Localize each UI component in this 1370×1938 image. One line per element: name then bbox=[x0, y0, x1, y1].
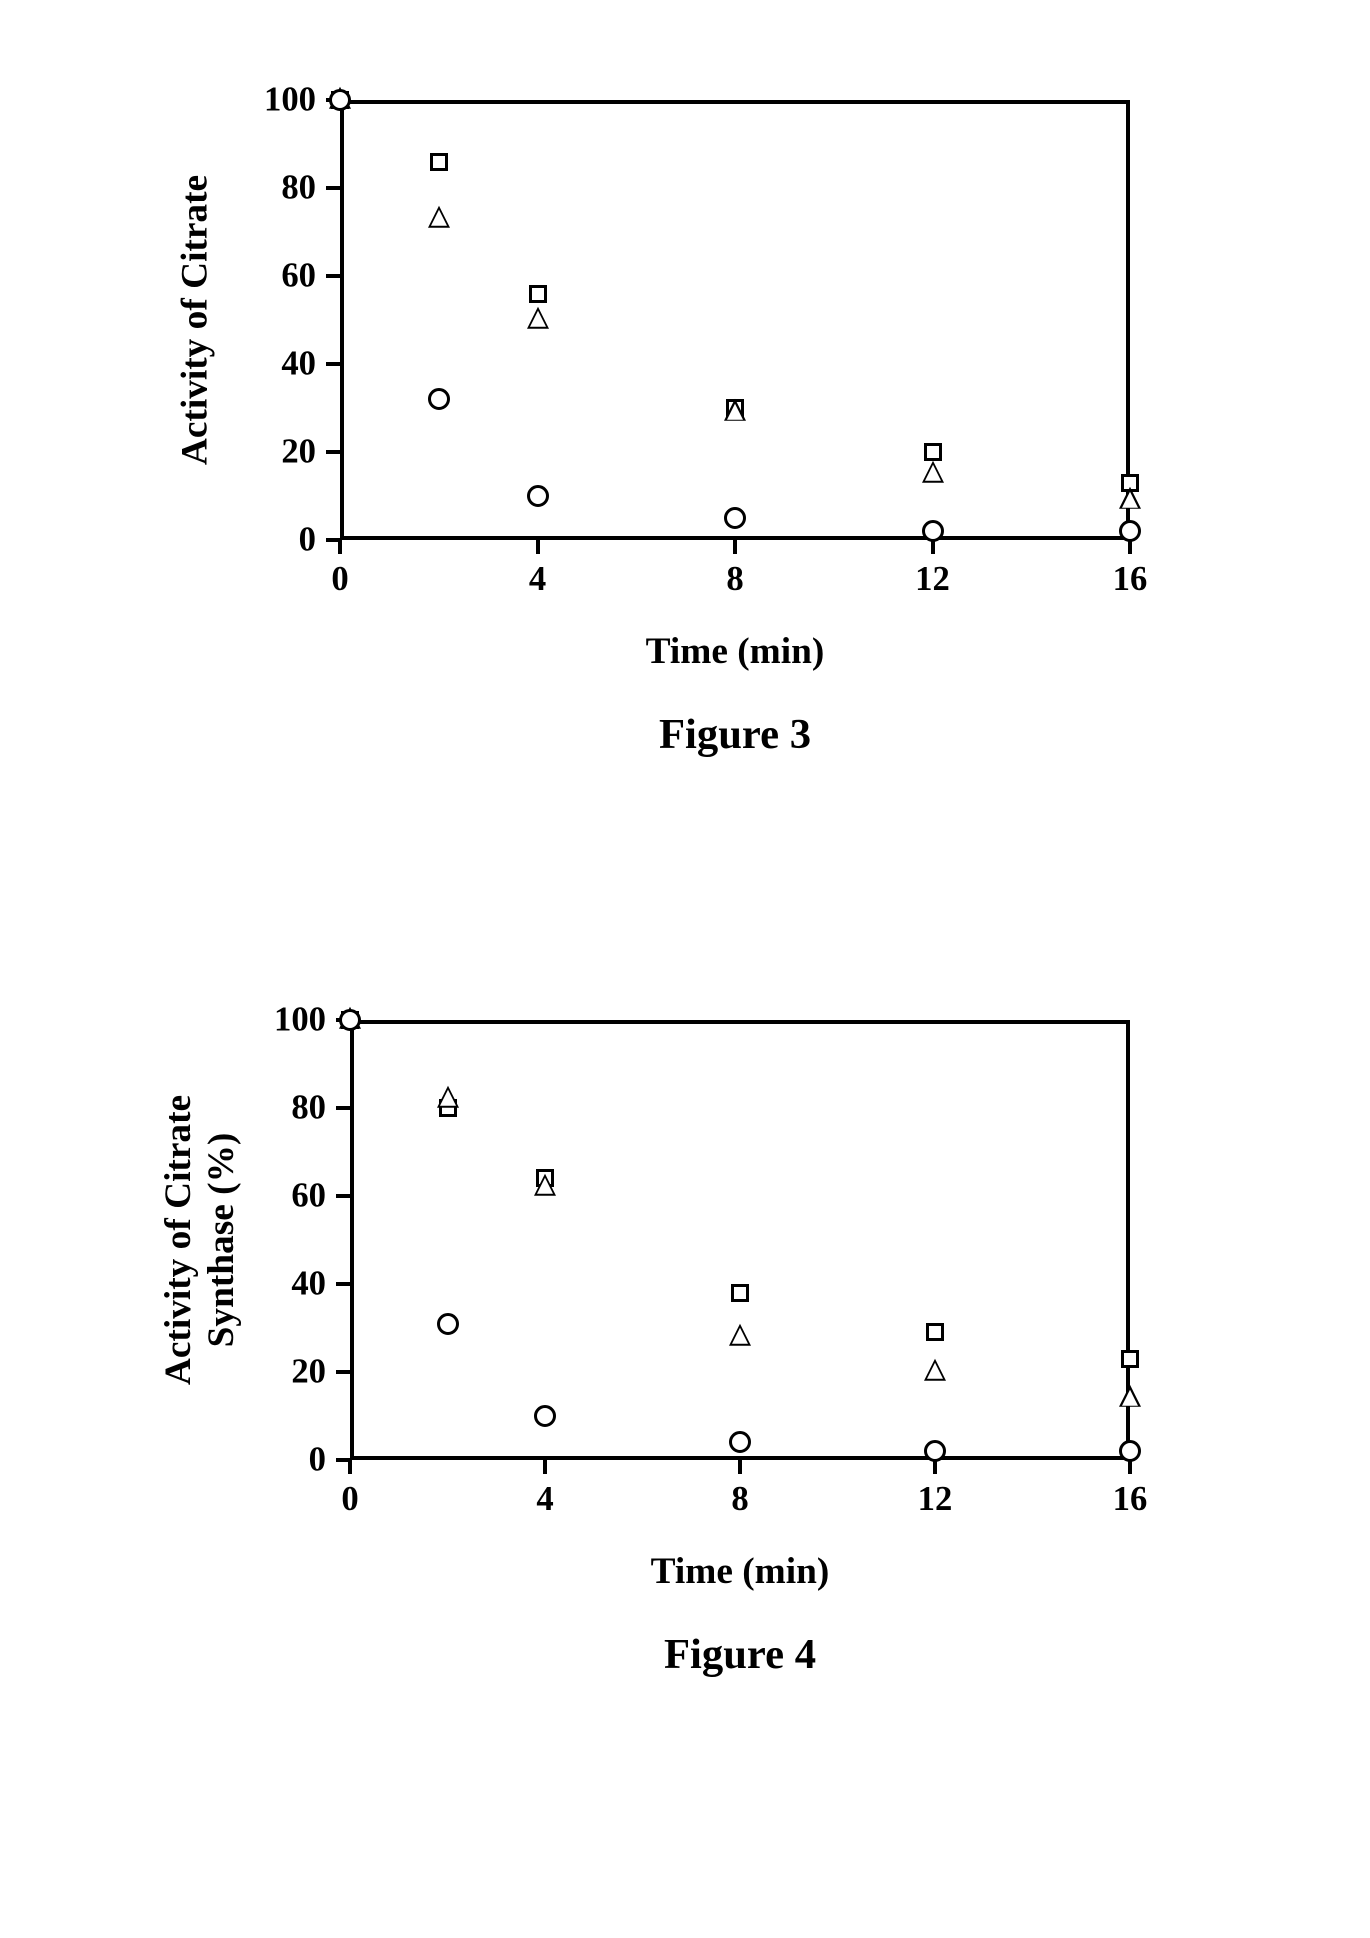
marker-triangle-icon bbox=[527, 307, 549, 329]
x-tick-label: 16 bbox=[1113, 560, 1148, 599]
marker-triangle-icon bbox=[729, 1324, 751, 1346]
y-tick bbox=[336, 1106, 350, 1110]
marker-square-icon bbox=[924, 443, 942, 461]
figure-caption: Figure 3 bbox=[659, 710, 811, 759]
marker-triangle-icon bbox=[922, 461, 944, 483]
y-tick bbox=[336, 1370, 350, 1374]
marker-circle-icon bbox=[922, 520, 944, 542]
axis-line bbox=[350, 1020, 1130, 1024]
x-tick bbox=[536, 540, 540, 554]
marker-circle-icon bbox=[1119, 520, 1141, 542]
y-tick-label: 20 bbox=[246, 433, 316, 472]
marker-square-icon bbox=[1121, 1350, 1139, 1368]
y-axis-label: Activity of CitrateSynthase (%) bbox=[157, 1095, 243, 1385]
x-tick-label: 4 bbox=[536, 1480, 553, 1519]
marker-triangle-icon bbox=[1119, 487, 1141, 509]
y-tick bbox=[326, 274, 340, 278]
y-tick-label: 0 bbox=[246, 521, 316, 560]
figure4: 0 4 8 12 16 0 20 40 60 80 100 Time (min) Activity of… bbox=[90, 960, 1190, 1710]
plot-area bbox=[350, 1020, 1130, 1460]
x-tick bbox=[348, 1460, 352, 1474]
y-tick bbox=[326, 362, 340, 366]
y-tick-label: 0 bbox=[256, 1441, 326, 1480]
marker-triangle-icon bbox=[428, 206, 450, 228]
x-tick-label: 4 bbox=[529, 560, 546, 599]
x-tick-label: 12 bbox=[918, 1480, 953, 1519]
y-tick-label: 60 bbox=[246, 257, 316, 296]
y-axis-label: Activity of Citrate bbox=[174, 175, 217, 465]
marker-circle-icon bbox=[339, 1009, 361, 1031]
x-axis-label: Time (min) bbox=[651, 1550, 830, 1593]
marker-circle-icon bbox=[1119, 1440, 1141, 1462]
y-tick bbox=[336, 1458, 350, 1462]
y-tick-label: 80 bbox=[256, 1089, 326, 1128]
y-tick bbox=[326, 450, 340, 454]
y-tick-label: 80 bbox=[246, 169, 316, 208]
marker-square-icon bbox=[926, 1323, 944, 1341]
axis-line bbox=[340, 100, 1130, 104]
figure-caption: Figure 4 bbox=[664, 1630, 816, 1679]
x-tick bbox=[338, 540, 342, 554]
y-tick-label: 40 bbox=[256, 1265, 326, 1304]
figure3: 0 4 8 12 16 0 20 40 60 80 100 Time (min) Activity of… bbox=[90, 40, 1190, 790]
marker-square-icon bbox=[430, 153, 448, 171]
marker-triangle-icon bbox=[924, 1359, 946, 1381]
x-tick-label: 8 bbox=[731, 1480, 748, 1519]
y-tick bbox=[326, 186, 340, 190]
x-tick bbox=[733, 540, 737, 554]
x-tick bbox=[738, 1460, 742, 1474]
marker-triangle-icon bbox=[437, 1086, 459, 1108]
x-tick-label: 16 bbox=[1113, 1480, 1148, 1519]
axis-line bbox=[350, 1020, 354, 1460]
marker-square-icon bbox=[529, 285, 547, 303]
y-tick bbox=[336, 1282, 350, 1286]
marker-circle-icon bbox=[724, 507, 746, 529]
marker-triangle-icon bbox=[534, 1174, 556, 1196]
x-axis-label: Time (min) bbox=[646, 630, 825, 673]
x-tick-label: 8 bbox=[726, 560, 743, 599]
marker-triangle-icon bbox=[724, 399, 746, 421]
y-tick-label: 100 bbox=[246, 81, 316, 120]
marker-triangle-icon bbox=[1119, 1385, 1141, 1407]
y-tick-label: 60 bbox=[256, 1177, 326, 1216]
y-tick-label: 100 bbox=[256, 1001, 326, 1040]
marker-circle-icon bbox=[437, 1313, 459, 1335]
marker-circle-icon bbox=[428, 388, 450, 410]
x-tick-label: 0 bbox=[341, 1480, 358, 1519]
x-tick bbox=[543, 1460, 547, 1474]
y-tick bbox=[326, 538, 340, 542]
marker-circle-icon bbox=[527, 485, 549, 507]
axis-line bbox=[340, 100, 344, 540]
x-tick-label: 12 bbox=[915, 560, 950, 599]
x-tick-label: 0 bbox=[331, 560, 348, 599]
marker-circle-icon bbox=[329, 89, 351, 111]
marker-square-icon bbox=[731, 1284, 749, 1302]
plot-area bbox=[340, 100, 1130, 540]
marker-circle-icon bbox=[729, 1431, 751, 1453]
marker-circle-icon bbox=[924, 1440, 946, 1462]
y-tick-label: 20 bbox=[256, 1353, 326, 1392]
y-tick-label: 40 bbox=[246, 345, 316, 384]
marker-circle-icon bbox=[534, 1405, 556, 1427]
y-tick bbox=[336, 1194, 350, 1198]
